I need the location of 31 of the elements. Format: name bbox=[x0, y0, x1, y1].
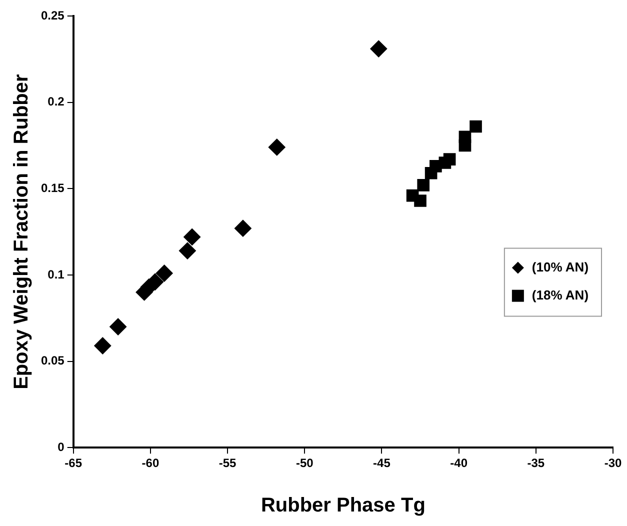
x-tick-label: -65 bbox=[64, 456, 82, 470]
point bbox=[414, 194, 426, 207]
point bbox=[458, 130, 472, 144]
point bbox=[470, 120, 482, 133]
x-tick-label: -40 bbox=[450, 456, 468, 470]
y-tick-label: 0.2 bbox=[48, 94, 65, 109]
point bbox=[268, 138, 286, 156]
y-axis-title: Epoxy Weight Fraction in Rubber bbox=[10, 74, 33, 390]
y-tick-label: 0.15 bbox=[40, 180, 65, 195]
legend-label: (18% AN) bbox=[532, 287, 589, 302]
point bbox=[234, 220, 252, 237]
x-tick-label: -50 bbox=[296, 456, 314, 470]
point bbox=[156, 264, 173, 282]
x-axis-title: Rubber Phase Tg bbox=[260, 494, 426, 517]
point bbox=[94, 337, 112, 354]
legend-label: (10% AN) bbox=[532, 259, 589, 274]
x-tick-label: -55 bbox=[218, 456, 237, 470]
y-tick-label: 0.1 bbox=[48, 267, 65, 282]
point bbox=[184, 228, 201, 246]
y-tick-label: 0 bbox=[58, 440, 65, 454]
point bbox=[417, 179, 430, 192]
point bbox=[110, 318, 127, 336]
x-tick-label: -45 bbox=[373, 456, 391, 470]
point bbox=[443, 153, 456, 166]
y-tick-label: 0.25 bbox=[40, 8, 65, 22]
y-tick-label: 0.05 bbox=[40, 354, 65, 368]
x-tick-label: -35 bbox=[527, 456, 545, 470]
point bbox=[178, 242, 196, 260]
x-tick-label: -60 bbox=[142, 456, 160, 470]
point bbox=[370, 40, 388, 58]
x-tick-label: -30 bbox=[604, 456, 622, 470]
